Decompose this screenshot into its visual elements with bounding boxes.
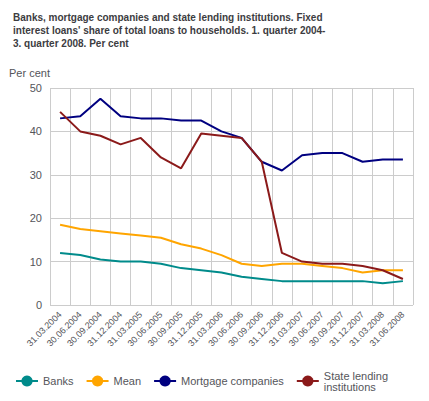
svg-text:State lending: State lending	[323, 369, 388, 382]
svg-text:Mortgage companies: Mortgage companies	[181, 375, 284, 387]
svg-text:31.12.2006: 31.12.2006	[246, 309, 286, 349]
svg-text:10: 10	[30, 256, 42, 268]
svg-text:institutions: institutions	[324, 381, 376, 393]
svg-text:30.09.2007: 30.09.2007	[307, 309, 346, 349]
svg-text:31.03.2008: 31.03.2008	[347, 309, 387, 349]
svg-text:Banks, mortgage companies and: Banks, mortgage companies and state lend…	[13, 12, 323, 23]
svg-text:31.03.2006: 31.03.2006	[186, 309, 225, 349]
svg-text:0: 0	[36, 299, 42, 311]
svg-text:50: 50	[30, 82, 42, 94]
svg-text:31.12.2007: 31.12.2007	[327, 309, 367, 349]
svg-text:31.12.2005: 31.12.2005	[165, 309, 205, 349]
svg-text:20: 20	[30, 212, 42, 224]
svg-text:31.03.2004: 31.03.2004	[24, 309, 64, 349]
svg-text:30.09.2005: 30.09.2005	[145, 309, 185, 349]
svg-text:40: 40	[30, 125, 42, 137]
svg-text:30.06.2005: 30.06.2005	[125, 309, 165, 349]
svg-text:30.06.2006: 30.06.2006	[206, 309, 246, 349]
svg-text:Mean: Mean	[114, 375, 142, 387]
svg-text:Per cent: Per cent	[9, 67, 50, 79]
svg-text:interest loans' share of total: interest loans' share of total loans to …	[13, 25, 325, 36]
svg-text:30.06.2007: 30.06.2007	[286, 309, 326, 349]
svg-text:30.06.2004: 30.06.2004	[44, 309, 84, 349]
svg-text:3. quarter 2008. Per cent: 3. quarter 2008. Per cent	[13, 38, 129, 49]
svg-text:31.03.2007: 31.03.2007	[266, 309, 306, 349]
svg-text:31.03.2005: 31.03.2005	[105, 309, 145, 349]
svg-text:30.09.2006: 30.09.2006	[226, 309, 266, 349]
svg-text:30: 30	[30, 169, 42, 181]
svg-text:30.09.2004: 30.09.2004	[65, 309, 104, 349]
svg-text:31.06.2008: 31.06.2008	[368, 309, 407, 348]
svg-text:Banks: Banks	[43, 375, 74, 387]
svg-text:31.12.2004: 31.12.2004	[85, 309, 125, 349]
